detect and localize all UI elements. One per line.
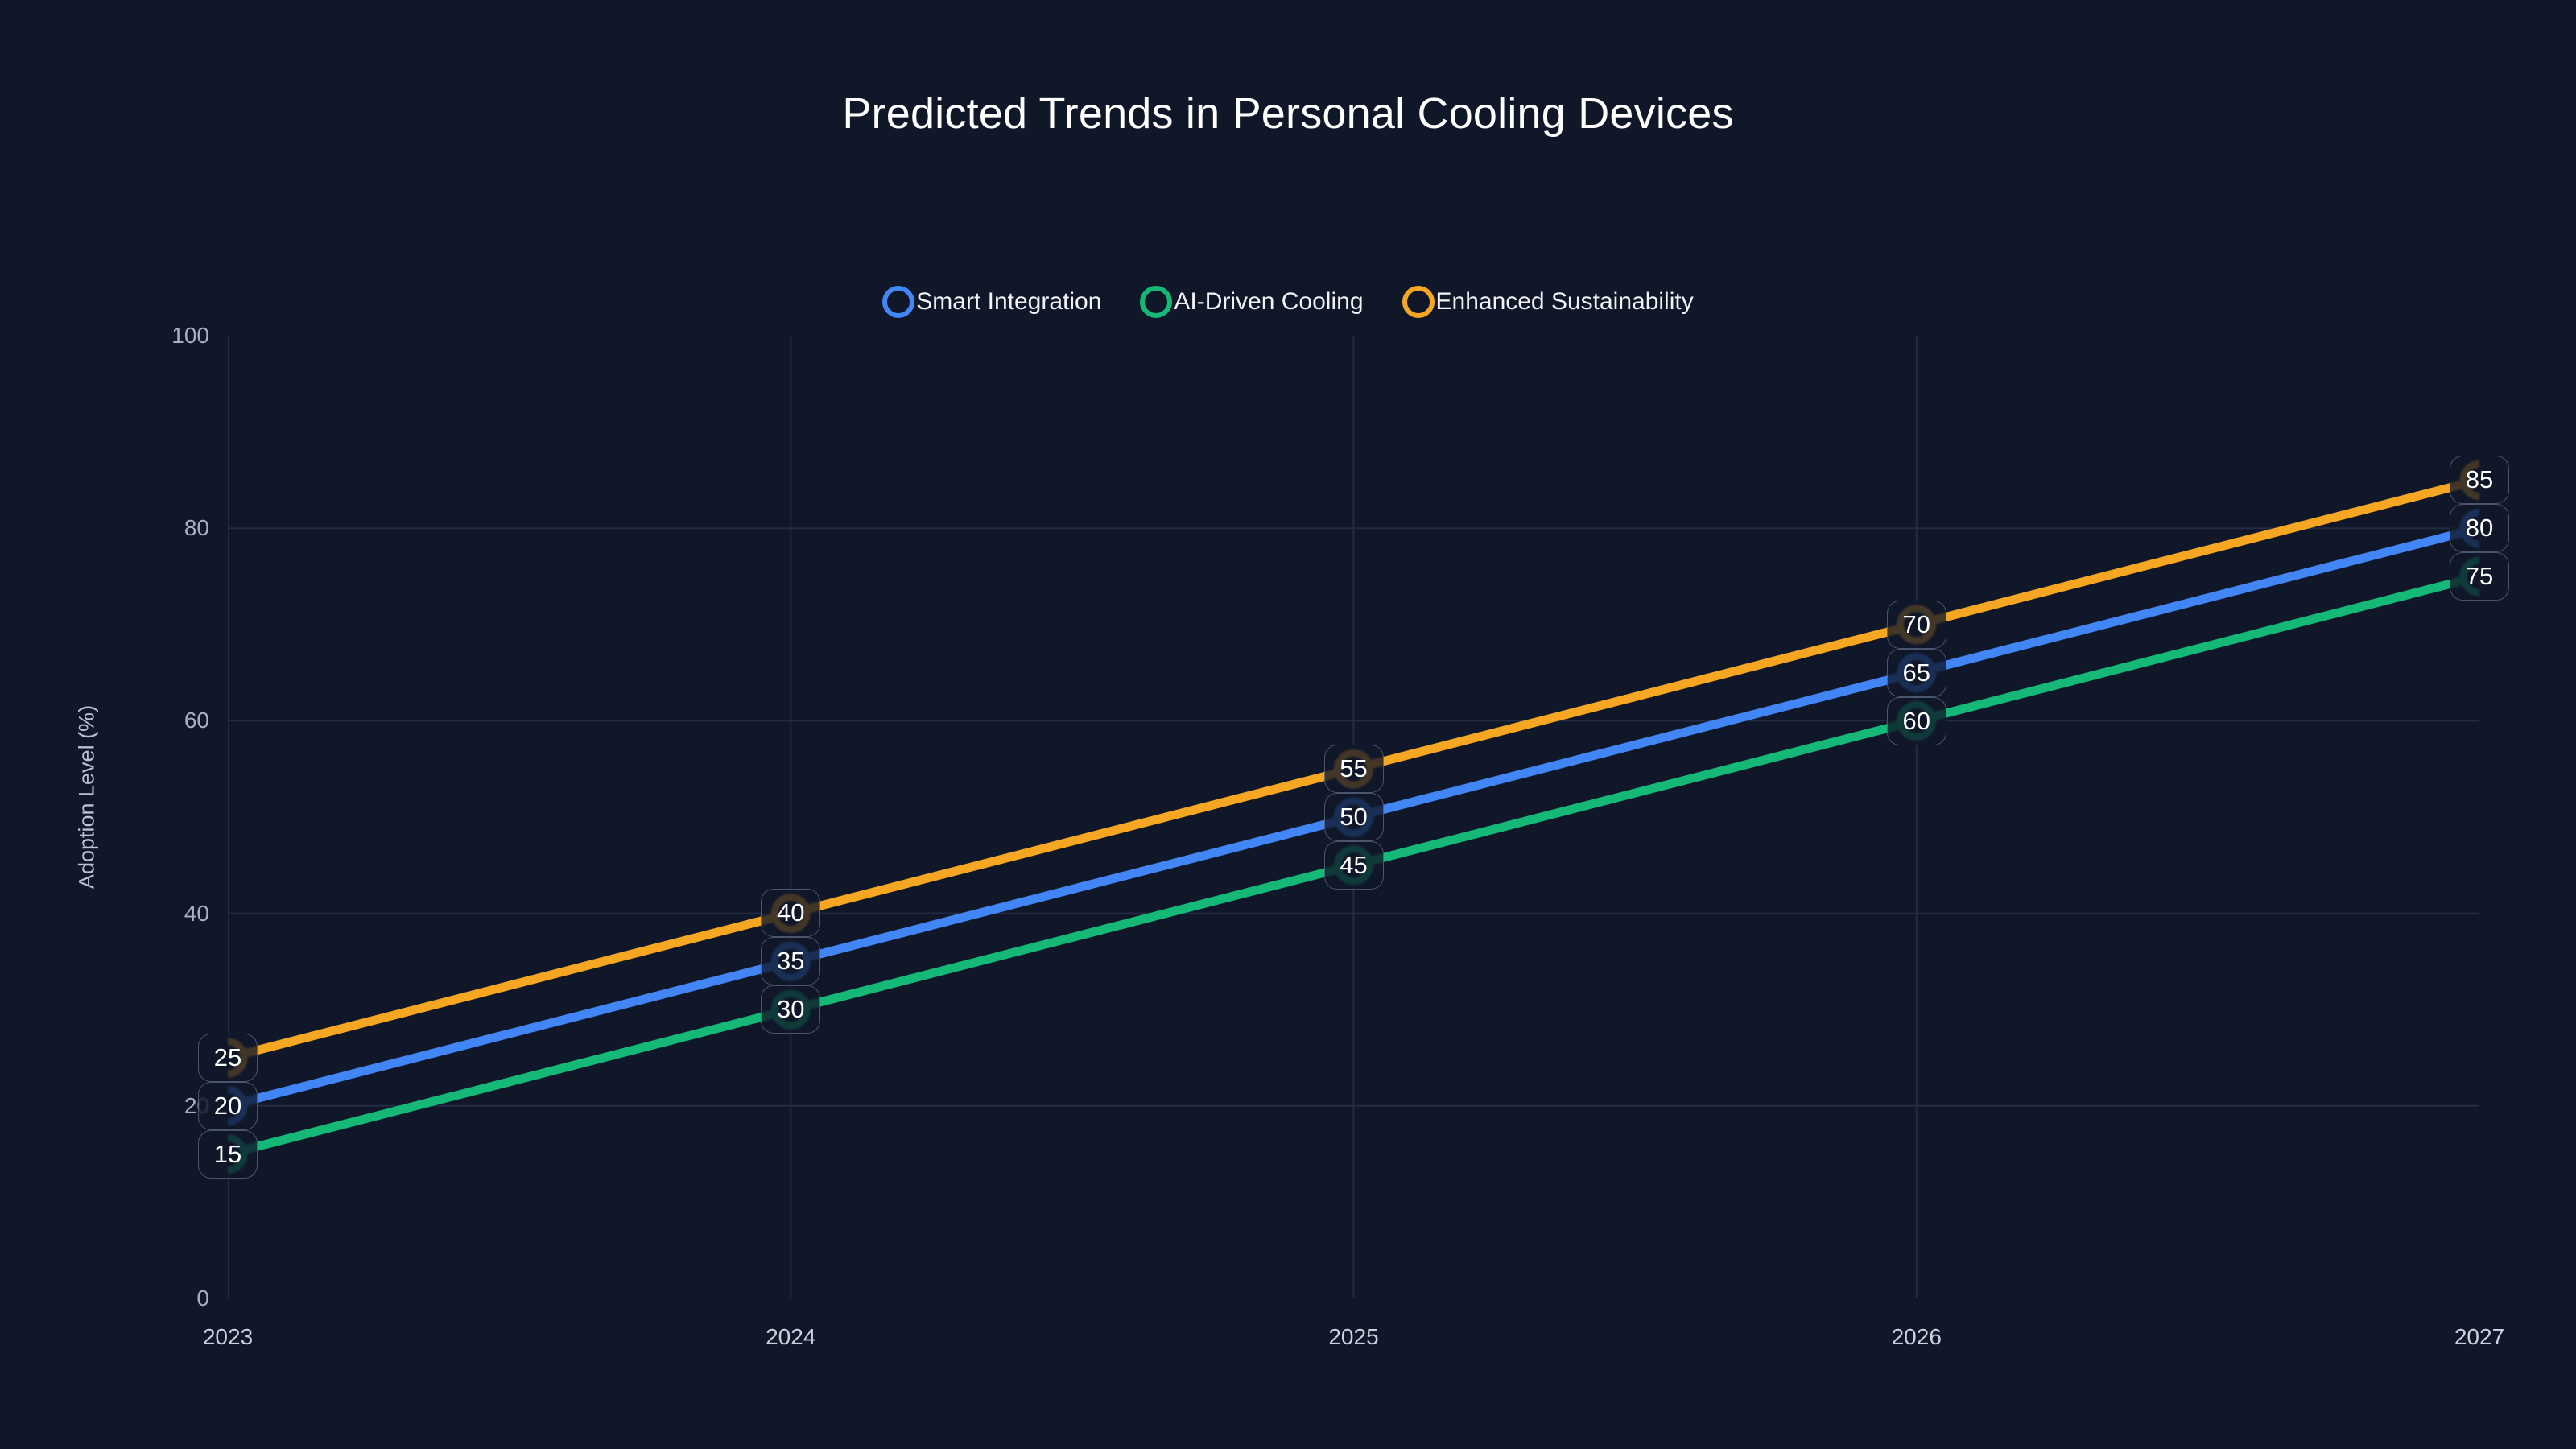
x-axis-tick: 2024 xyxy=(766,1324,816,1349)
data-value-label: 55 xyxy=(1323,745,1384,793)
data-value-label: 85 xyxy=(2450,456,2509,505)
legend-item-label: Smart Integration xyxy=(916,288,1102,315)
data-value-label: 35 xyxy=(761,937,821,986)
y-axis-tick: 0 xyxy=(196,1286,209,1311)
legend-item-1[interactable]: AI-Driven Cooling xyxy=(1140,286,1364,318)
data-value-label: 60 xyxy=(1886,696,1946,745)
data-value-label: 70 xyxy=(1886,600,1946,649)
hollow-circle-icon xyxy=(882,286,915,318)
x-axis-tick: 2027 xyxy=(2454,1324,2505,1349)
legend-item-2[interactable]: Enhanced Sustainability xyxy=(1402,286,1694,318)
x-axis-tick-labels: 2023 2024 2025 2026 2027 xyxy=(0,1324,2576,1373)
data-value-label: 30 xyxy=(761,985,821,1034)
legend-item-label: AI-Driven Cooling xyxy=(1174,288,1364,315)
legend-item-label: Enhanced Sustainability xyxy=(1435,288,1694,315)
y-axis-tick: 100 xyxy=(171,323,209,348)
data-value-label: 75 xyxy=(2450,552,2509,601)
x-axis-tick: 2026 xyxy=(1891,1324,1942,1349)
data-value-label: 65 xyxy=(1886,648,1946,697)
y-axis-tick-labels: 0 20 40 60 80 100 xyxy=(129,0,209,1449)
data-value-label: 40 xyxy=(761,889,821,938)
data-value-label: 80 xyxy=(2450,504,2509,553)
hollow-circle-icon xyxy=(1140,286,1173,318)
data-value-label: 20 xyxy=(198,1081,258,1130)
data-value-label: 15 xyxy=(198,1129,258,1179)
x-axis-tick: 2023 xyxy=(202,1324,254,1349)
data-value-label: 25 xyxy=(198,1033,258,1082)
x-axis-tick: 2025 xyxy=(1328,1324,1379,1349)
y-axis-title: Adoption Level (%) xyxy=(74,704,99,890)
y-axis-tick: 40 xyxy=(184,900,209,926)
hollow-circle-icon xyxy=(1402,286,1435,318)
data-value-label: 50 xyxy=(1323,793,1384,841)
y-axis-tick: 80 xyxy=(184,515,209,541)
legend-item-0[interactable]: Smart Integration xyxy=(882,286,1101,318)
chart-legend: Smart Integration AI-Driven Cooling Enhanc… xyxy=(0,286,2576,318)
y-axis-tick: 60 xyxy=(184,708,209,733)
page-title: Predicted Trends in Personal Cooling Dev… xyxy=(842,89,1734,138)
data-value-label: 45 xyxy=(1323,841,1384,890)
